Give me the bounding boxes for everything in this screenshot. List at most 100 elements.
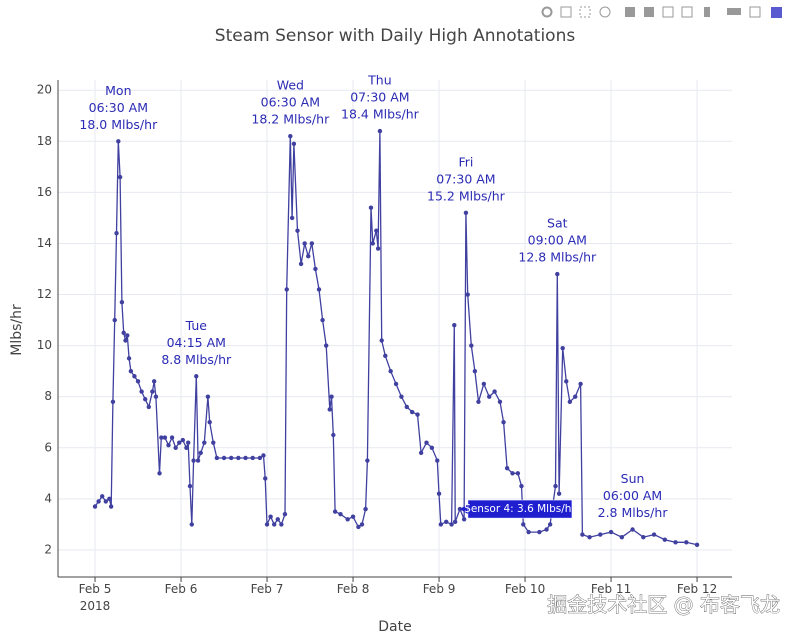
point [377,128,383,134]
point [399,394,404,399]
point [214,455,220,461]
y-tick-label: 4 [44,491,52,505]
point [641,534,646,540]
point [157,471,162,476]
point [436,491,442,496]
hover-pointer [459,504,468,515]
point [388,368,393,374]
point [537,529,542,535]
point [587,534,592,540]
point [132,374,137,379]
annotation: 15.2 Mlbs/hr [427,188,506,203]
point [126,356,132,361]
annotation: 06:00 AM [603,488,662,503]
hover-label: Sensor 4: 3.6 Mlbs/hr [464,503,576,515]
point [573,394,578,399]
point [194,374,199,379]
annotation: 09:00 AM [528,233,587,248]
point [142,397,148,402]
point [177,440,182,445]
point [186,440,191,445]
point [288,133,293,139]
point [515,471,521,476]
point [684,540,689,545]
point [92,504,98,509]
point [198,450,203,456]
point [313,266,318,272]
point [487,394,492,399]
x-axis-title: Date [378,619,411,635]
point [123,338,128,343]
point [257,455,263,461]
point [320,317,325,323]
point [461,517,467,522]
annotation: 12.8 Mlbs/hr [518,250,597,265]
point [125,333,130,338]
point [547,522,553,527]
x-tick-label: Feb 8 [337,582,370,596]
point [306,254,311,259]
point [553,483,558,489]
point [191,458,196,463]
point [110,399,116,404]
point [578,381,583,387]
point [630,527,635,532]
annotation: Thu [367,73,391,88]
point [452,322,457,328]
annotation: 2.8 Mlbs/hr [598,505,669,520]
point [195,458,201,463]
point [444,519,449,525]
point [169,435,175,440]
grid [58,80,732,577]
point [211,440,216,445]
point [429,445,435,450]
annotation: Mon [105,83,131,98]
point [187,483,193,489]
point [424,440,429,445]
point [146,404,151,410]
annotation: Fri [458,154,473,169]
point [350,514,356,519]
point [221,455,227,461]
point [153,394,159,399]
point [476,399,481,404]
point [180,437,186,443]
y-tick-label: 14 [37,236,52,250]
x-tick-label: Feb 5 2018 [79,582,112,613]
point [662,537,668,542]
point [282,511,288,517]
point [673,540,678,545]
point [202,440,207,445]
point [289,215,295,221]
point [438,522,444,527]
point [694,542,700,548]
point [555,271,560,277]
point [284,287,289,292]
point [263,476,268,481]
point [418,450,424,456]
point [356,524,361,530]
annotation: Sun [621,471,645,486]
point [151,379,157,384]
y-tick-label: 12 [37,287,52,301]
point [465,292,470,297]
modebar[interactable] [541,6,783,18]
point [99,494,105,499]
point [556,491,562,496]
y-tick-label: 20 [37,83,52,97]
point [449,522,454,527]
point [608,529,614,535]
point [409,409,415,415]
point [119,299,125,305]
point [96,499,101,504]
point [117,174,123,180]
point [275,517,280,522]
point [504,466,510,471]
point [497,399,503,404]
annotation: Wed [277,78,304,93]
point [243,455,248,461]
hover-box [467,499,573,519]
point [492,389,497,394]
watermark: 掘金技术社区 @ 布客飞龙 [547,593,780,617]
